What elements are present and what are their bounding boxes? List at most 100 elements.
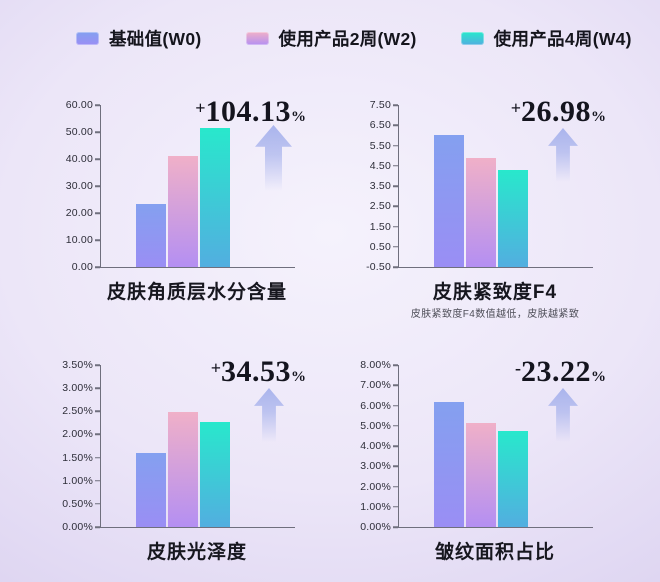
annotation-percent-suffix: % — [591, 369, 606, 385]
bar-w2 — [168, 412, 198, 527]
y-axis-tick-mark — [393, 384, 398, 386]
annotation-percent-suffix: % — [291, 369, 306, 385]
chart-title: 皱纹面积占比 — [434, 542, 555, 563]
y-axis-tick-label: 0.50 — [369, 240, 391, 253]
bar-w0 — [136, 452, 166, 527]
y-axis-tick-mark — [95, 266, 100, 268]
annotation-sign: - — [515, 358, 521, 378]
y-axis-tick-label: 30.00 — [65, 180, 93, 192]
y-axis-tick-mark — [393, 445, 398, 447]
y-axis-tick-label: 4.50 — [369, 159, 391, 172]
chart-panel-firmness: +26.98% 7.50 6.50 5.50 4.50 3.50 2.50 1.50 0.50… — [348, 95, 612, 340]
y-axis-tick-mark — [393, 185, 398, 187]
legend-label-w2: 使用产品2周(W2) — [278, 29, 417, 49]
annotation-percent-suffix: % — [291, 109, 306, 125]
y-axis-tick-label: 3.50 — [369, 180, 391, 192]
y-axis-tick-mark — [393, 425, 398, 427]
y-axis-tick-mark — [393, 205, 398, 207]
y-axis-tick-label: 3.00% — [360, 460, 391, 473]
y-axis-tick-label: 10.00 — [65, 234, 93, 246]
y-axis-tick-label: 2.00% — [62, 428, 93, 441]
legend-swatch-w0-icon — [76, 32, 99, 45]
y-axis-tick-label: 6.00% — [360, 399, 391, 412]
chart-title: 皮肤角质层水分含量 — [106, 282, 287, 303]
y-axis-tick-label: 7.50 — [369, 99, 391, 111]
y-axis-tick-label: 5.50 — [369, 139, 391, 152]
annotation-sign: + — [510, 98, 521, 118]
y-axis-tick-label: 0.00% — [62, 521, 93, 533]
legend-item-w0: 基础值(W0) — [76, 26, 202, 51]
bar-w0 — [434, 135, 464, 267]
y-axis-tick-mark — [95, 410, 100, 413]
bar-w2 — [466, 423, 496, 527]
bar-w2 — [168, 155, 198, 267]
y-axis-tick-mark — [95, 456, 100, 459]
y-axis-tick-mark — [393, 485, 398, 488]
y-axis-tick-mark — [95, 185, 100, 187]
y-axis-tick-mark — [95, 387, 100, 389]
y-axis-tick-mark — [393, 144, 398, 147]
y-axis-tick-label: 60.00 — [65, 99, 93, 111]
legend-swatch-w2-icon — [245, 32, 269, 45]
bar-plot-firmness: 7.50 6.50 5.50 4.50 3.50 2.50 1.50 0.50 -0.50 — [366, 99, 593, 273]
y-axis-tick-mark — [393, 526, 398, 528]
change-annotation-wrinkle: -23.22% — [515, 357, 606, 387]
change-annotation-gloss: +34.53% — [211, 357, 306, 387]
chart-title: 皮肤紧致度F4 — [432, 282, 558, 303]
y-axis-tick-label: -0.50 — [366, 261, 391, 273]
y-axis-tick-label: 40.00 — [65, 153, 93, 165]
chart-panel-moisture: +104.13% 60.00 50.00 40.00 30.00 20.00 10.00 0… — [40, 95, 312, 340]
y-axis-tick-mark — [95, 158, 100, 160]
y-axis-tick-mark — [393, 465, 398, 467]
bar-w2 — [466, 158, 496, 267]
annotation-sign: + — [195, 98, 206, 118]
y-axis-tick-mark — [393, 506, 398, 508]
y-axis-tick-label: 4.00% — [360, 440, 391, 452]
y-axis-tick-mark — [393, 266, 398, 268]
y-axis-tick-mark — [95, 433, 100, 436]
annotation-value: 26.98 — [521, 95, 591, 128]
legend-swatch-w4-icon — [460, 32, 484, 45]
y-axis-tick-label: 0.00 — [71, 261, 93, 273]
bar-w4 — [200, 421, 230, 527]
annotation-value: 104.13 — [205, 95, 291, 128]
y-axis-tick-mark — [393, 124, 398, 126]
y-axis-tick-label: 20.00 — [65, 207, 93, 219]
legend-item-w2: 使用产品2周(W2) — [245, 26, 417, 51]
y-axis-tick-label: 5.00% — [360, 419, 391, 432]
y-axis-tick-label: 50.00 — [65, 126, 93, 138]
change-annotation-moisture: +104.13% — [195, 97, 306, 127]
y-axis-tick-mark — [393, 404, 398, 407]
bar-plot-wrinkle: 8.00% 7.00% 6.00% 5.00% 4.00% 3.00% 2.00% 1.00%… — [360, 359, 593, 533]
chart-panel-wrinkle: -23.22% 8.00% 7.00% 6.00% 5.00% 4.00% 3.00% 2.… — [348, 355, 612, 582]
y-axis-tick-mark — [393, 104, 398, 106]
y-axis-tick-mark — [393, 246, 398, 248]
y-axis-tick-label: 2.50 — [369, 200, 391, 213]
chart-note: 皮肤紧致度F4数值越低，皮肤越紧致 — [410, 309, 580, 320]
y-axis-tick-mark — [95, 503, 100, 505]
y-axis-tick-label: 7.00% — [360, 379, 391, 392]
y-axis-tick-label: 1.00% — [62, 474, 93, 487]
legend-label-w0: 基础值(W0) — [109, 29, 202, 49]
y-axis-tick-mark — [95, 131, 100, 133]
y-axis-tick-mark — [393, 165, 398, 167]
y-axis-tick-mark — [95, 104, 100, 106]
bar-w4 — [200, 127, 230, 267]
bar-plot-moisture: 60.00 50.00 40.00 30.00 20.00 10.00 0.00 — [66, 99, 295, 273]
annotation-value: 23.22 — [521, 355, 591, 388]
y-axis-tick-label: 1.50 — [369, 220, 391, 233]
bar-w0 — [434, 402, 464, 527]
y-axis-tick-mark — [95, 364, 100, 366]
y-axis-tick-label: 2.50% — [62, 405, 93, 418]
y-axis-tick-label: 1.00% — [360, 500, 391, 513]
y-axis-tick-label: 6.50 — [369, 119, 391, 132]
y-axis-tick-mark — [95, 479, 100, 482]
y-axis-tick-label: 3.50% — [62, 359, 93, 371]
legend: 基础值(W0) 使用产品2周(W2) 使用产品4周(W4) — [76, 26, 632, 51]
y-axis-tick-label: 3.00% — [62, 382, 93, 395]
y-axis-tick-mark — [95, 239, 100, 241]
annotation-percent-suffix: % — [591, 109, 606, 125]
y-axis-tick-label: 2.00% — [360, 480, 391, 493]
y-axis-tick-label: 8.00% — [360, 359, 391, 371]
